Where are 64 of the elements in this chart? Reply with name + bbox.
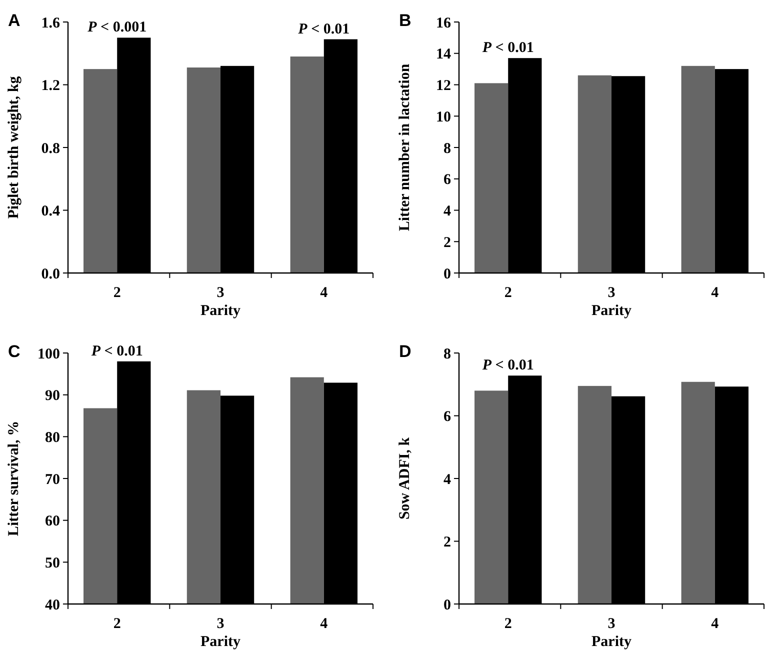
annotation: P < 0.01 [91, 343, 143, 360]
y-tick-label: 0 [444, 266, 451, 282]
x-axis-title: Parity [200, 634, 241, 650]
y-tick-label: 4 [444, 204, 452, 220]
bar [578, 386, 612, 604]
y-axis-title: Piglet birth weight, kg [6, 76, 22, 219]
y-tick-label: 16 [436, 15, 452, 32]
y-axis-title: Litter survival, % [6, 420, 22, 536]
annotation: P < 0.01 [482, 358, 534, 374]
bar [681, 66, 715, 273]
y-tick-label: 70 [45, 472, 60, 488]
y-tick-label: 8 [444, 346, 451, 362]
y-tick-label: 0 [444, 597, 451, 614]
y-tick-label: 1.2 [41, 78, 60, 94]
y-tick-label: 2 [444, 534, 451, 550]
bar [186, 67, 220, 273]
y-tick-label: 0.4 [41, 204, 60, 220]
x-tick-label: 3 [216, 616, 224, 632]
y-tick-label: 1.6 [41, 15, 60, 32]
y-tick-label: 50 [45, 555, 60, 572]
y-tick-label: 40 [45, 597, 60, 614]
chart-title: B [399, 11, 412, 30]
x-axis-title: Parity [200, 303, 241, 319]
y-tick-label: 0.0 [41, 266, 60, 282]
bar [474, 83, 508, 273]
y-tick-label: 0.8 [41, 140, 60, 157]
annotation: P < 0.01 [482, 40, 534, 56]
chart-title: C [8, 342, 20, 361]
bar [474, 390, 508, 604]
annotation: P < 0.001 [88, 20, 147, 36]
y-tick-label: 12 [436, 78, 451, 94]
y-tick-label: 14 [436, 46, 452, 63]
x-tick-label: 2 [504, 285, 512, 301]
bar [290, 56, 324, 273]
bar [681, 382, 715, 604]
y-axis-title: Litter number in lactation [397, 63, 413, 232]
y-tick-label: 4 [444, 472, 452, 488]
y-tick-label: 90 [45, 388, 60, 404]
y-axis-title: Sow ADFI, k [397, 436, 413, 520]
y-tick-label: 80 [45, 430, 60, 446]
x-tick-label: 3 [216, 285, 224, 301]
bar [84, 69, 118, 273]
chart-title: D [399, 342, 412, 361]
y-tick-label: 6 [444, 409, 452, 425]
x-axis-title: Parity [592, 303, 632, 319]
y-tick-label: 60 [45, 514, 60, 530]
y-tick-label: 6 [444, 172, 452, 188]
x-tick-label: 2 [113, 616, 121, 632]
y-tick-label: 2 [444, 234, 451, 251]
x-tick-label: 4 [320, 285, 328, 301]
x-tick-label: 4 [320, 616, 328, 632]
y-tick-label: 100 [38, 346, 60, 362]
x-tick-label: 2 [504, 616, 512, 632]
x-tick-label: 4 [711, 285, 720, 301]
x-tick-label: 3 [608, 285, 616, 301]
annotation: P < 0.01 [298, 21, 350, 38]
bar [578, 75, 612, 273]
y-tick-label: 10 [436, 109, 451, 126]
x-tick-label: 2 [113, 285, 121, 301]
y-tick-label: 8 [444, 140, 451, 157]
x-tick-label: 4 [711, 616, 720, 632]
chart-title: A [8, 11, 20, 30]
x-tick-label: 3 [608, 616, 616, 632]
x-axis-title: Parity [592, 634, 632, 650]
